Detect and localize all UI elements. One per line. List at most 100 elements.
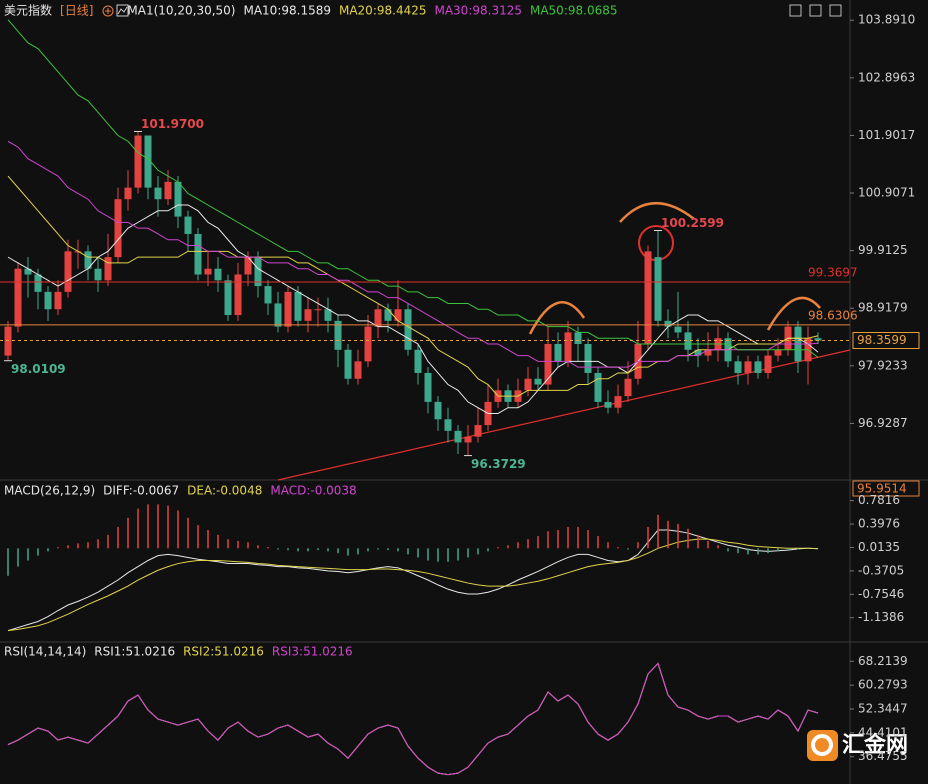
- candle-body: [534, 378, 542, 385]
- y-tick-label: 44.4101: [858, 725, 908, 739]
- window-icon[interactable]: [809, 4, 822, 17]
- y-tick-label: -0.7546: [858, 587, 904, 601]
- candle-body: [734, 361, 742, 373]
- candle-body: [84, 251, 92, 269]
- candle-body: [764, 355, 772, 373]
- candle-body: [114, 199, 122, 258]
- arc-drawing: [528, 301, 586, 335]
- y-tick-label: 52.3447: [858, 702, 908, 716]
- candle-body: [274, 303, 282, 327]
- candle-body: [594, 372, 602, 402]
- legend-label: MA10:98.1589: [243, 4, 331, 18]
- candle-body: [644, 251, 652, 344]
- y-tick-label: 96.9287: [858, 416, 908, 430]
- y-tick-label: 60.2793: [858, 678, 908, 692]
- ma-line: [7, 19, 819, 358]
- y-tick-label: 101.9017: [858, 128, 915, 142]
- candle-body: [464, 436, 472, 443]
- arc-drawing: [766, 296, 821, 331]
- candle-body: [384, 309, 392, 321]
- legend-label: RSI1:51.0216: [94, 645, 175, 659]
- candle-body: [104, 257, 112, 281]
- y-tick-label: -1.1386: [858, 610, 904, 624]
- candle-body: [704, 349, 712, 356]
- legend-label: 美元指数: [4, 3, 52, 18]
- legend-label: MA1(10,20,30,50): [127, 4, 235, 18]
- candle-body: [414, 349, 422, 373]
- candle-body: [444, 419, 452, 431]
- candle-body: [404, 309, 412, 350]
- y-tick-label: 98.9179: [858, 301, 908, 315]
- price-label: 98.6306: [808, 308, 858, 322]
- y-tick-label: 0.0135: [858, 540, 900, 554]
- price-label: 98.3599: [857, 333, 907, 347]
- y-tick-label: 97.9233: [858, 358, 908, 372]
- legend-label: DEA:-0.0048: [187, 484, 262, 498]
- candle-body: [304, 309, 312, 321]
- candle-body: [224, 280, 232, 316]
- candle-body: [144, 135, 152, 188]
- candle-body: [254, 257, 262, 287]
- candle-body: [454, 430, 462, 443]
- candle-body: [204, 268, 212, 275]
- candle-body: [314, 309, 322, 311]
- price-box: [852, 332, 920, 350]
- watermark-logo-mark: [811, 734, 833, 756]
- candle-body: [54, 291, 62, 310]
- candle-body: [294, 291, 302, 321]
- candle-body: [64, 251, 72, 292]
- candle-body: [474, 425, 482, 437]
- candle-body: [584, 343, 592, 373]
- candle-body: [354, 361, 362, 379]
- candle-body: [164, 181, 172, 200]
- candle-body: [234, 274, 242, 316]
- floor-label: 95.9514: [857, 482, 907, 496]
- add-icon-cross: [105, 8, 111, 14]
- window-icon[interactable]: [829, 4, 842, 17]
- candle-body: [44, 291, 52, 310]
- candle-body: [14, 268, 22, 327]
- chart-icon[interactable]: [116, 4, 129, 17]
- candle-body: [664, 320, 672, 327]
- ma-line: [7, 140, 819, 368]
- candle-body: [284, 291, 292, 327]
- y-tick-label: 68.2139: [858, 654, 908, 668]
- add-icon[interactable]: [102, 5, 114, 17]
- candle-body: [24, 268, 32, 275]
- candle-body: [124, 187, 132, 200]
- candle-body: [194, 233, 202, 275]
- watermark: 汇金网: [842, 732, 908, 758]
- candle-body: [374, 309, 382, 327]
- candle-body: [394, 309, 402, 321]
- candle-body: [564, 332, 572, 362]
- legend-label: MA50:98.0685: [530, 4, 618, 18]
- rsi-line: [7, 662, 819, 776]
- floor-box: [852, 480, 920, 497]
- window-icon[interactable]: [789, 4, 802, 17]
- candle-body: [94, 268, 102, 281]
- candle-body: [174, 181, 182, 217]
- candle-body: [674, 326, 682, 333]
- legend-label: RSI2:51.0216: [183, 645, 264, 659]
- candle-body: [184, 216, 192, 234]
- candle-body: [134, 135, 142, 188]
- price-label: 99.3697: [808, 266, 858, 280]
- legend-label: MA20:98.4425: [339, 4, 427, 18]
- legend-label: RSI3:51.0216: [272, 645, 353, 659]
- extreme-label: 96.3729: [471, 457, 526, 471]
- legend-label: [日线]: [60, 4, 93, 18]
- macd-line: [7, 529, 819, 632]
- candle-body: [324, 309, 332, 321]
- y-tick-label: 0.7816: [858, 493, 900, 507]
- y-tick-label: 99.9125: [858, 243, 908, 257]
- candle-body: [364, 326, 372, 362]
- legend-label: RSI(14,14,14): [4, 645, 86, 659]
- candle-body: [604, 401, 612, 408]
- candle-body: [744, 361, 752, 373]
- extreme-label: 101.9700: [141, 117, 204, 131]
- candle-body: [684, 332, 692, 350]
- legend-label: MACD:-0.0038: [270, 484, 356, 498]
- candle-body: [694, 349, 702, 356]
- candle-body: [264, 286, 272, 304]
- candle-body: [814, 338, 822, 341]
